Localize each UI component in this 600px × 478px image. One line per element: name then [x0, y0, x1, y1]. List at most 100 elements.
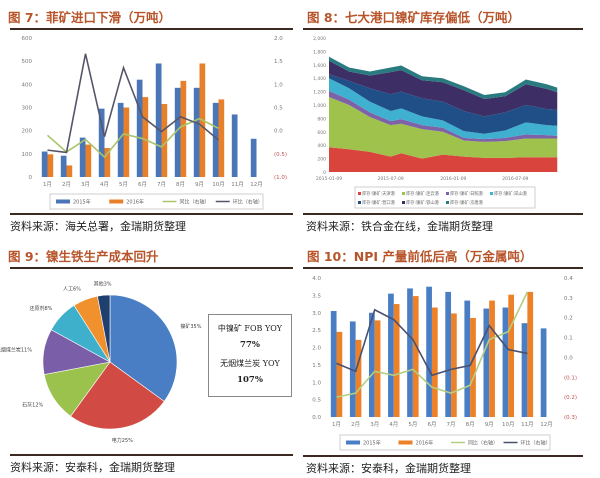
bar-2015年 — [98, 108, 105, 177]
bar-2016年 — [508, 294, 515, 417]
bar-2016年 — [85, 144, 92, 177]
x-tick-label: 12月 — [540, 421, 553, 428]
bar-2015年 — [60, 155, 67, 177]
y-tick-label: 0.5 — [312, 398, 321, 404]
chart8-source: 资料来源：铁合金在线，金瑞期货整理 — [306, 220, 493, 233]
chart7-title: 图 7：菲矿进口下滑（万吨） — [8, 10, 172, 25]
bar-2016年 — [412, 296, 419, 417]
y-tick-label: 1,400 — [313, 76, 326, 82]
y-tick-label: 3.0 — [312, 311, 321, 317]
y-tick-label: 400 — [317, 143, 326, 149]
area-库存:镍矿:铁山港 — [329, 60, 558, 117]
bar-2016年 — [161, 104, 168, 177]
y-tick-label: 300 — [22, 106, 33, 112]
legend-swatch — [358, 192, 361, 195]
legend-label: 库存:镍矿:连云港 — [406, 190, 440, 197]
info-value1: 77% — [240, 340, 260, 350]
bar-2015年 — [540, 328, 547, 417]
divider — [10, 28, 293, 30]
bar-2016年 — [431, 307, 438, 417]
legend-label: 2016年 — [416, 440, 434, 447]
y2-tick-label: 0.3 — [564, 296, 573, 302]
divider — [303, 28, 583, 30]
divider — [303, 267, 583, 269]
legend-swatch — [358, 201, 361, 204]
bar-2015年 — [445, 291, 452, 417]
legend-label: 2015年 — [73, 199, 91, 206]
line-同比（右轴） — [336, 291, 529, 398]
pie-slice-镍矿35% — [109, 294, 178, 402]
legend-swatch — [56, 199, 70, 204]
x-tick-label: 4月 — [389, 421, 398, 428]
info-value2: 107% — [237, 375, 263, 385]
bar-2015年 — [330, 311, 337, 417]
y-tick-label: 0 — [29, 175, 33, 181]
y-tick-label: 2.0 — [312, 346, 321, 352]
bar-2015年 — [155, 63, 162, 177]
x-tick-label: 10月 — [502, 421, 515, 428]
bar-2015年 — [117, 102, 124, 177]
y2-tick-label: 2.0 — [274, 36, 283, 42]
pie-label: 还原剂8% — [29, 305, 52, 312]
x-tick-label: 3月 — [81, 181, 90, 188]
legend-label: 2016年 — [126, 199, 144, 206]
x-tick-label: 2016-07-09 — [502, 176, 528, 182]
legend-label: 环比（右轴） — [521, 440, 551, 447]
bar-2015年 — [212, 102, 219, 177]
y-tick-label: 0.0 — [312, 415, 321, 421]
y2-tick-label: 0.1 — [564, 336, 573, 342]
x-tick-label: 7月 — [157, 181, 166, 188]
x-tick-label: 8月 — [466, 421, 475, 428]
x-tick-label: 11月 — [521, 421, 534, 428]
bar-2016年 — [104, 148, 111, 177]
pie-label: 镍矿35% — [180, 323, 201, 330]
x-tick-label: 12月 — [250, 181, 263, 188]
y2-tick-label: 0.2 — [564, 316, 573, 322]
x-tick-label: 11月 — [231, 181, 244, 188]
bar-2015年 — [41, 151, 48, 177]
y-tick-label: 400 — [22, 82, 33, 88]
legend-label: 2015年 — [363, 440, 381, 447]
y-tick-label: 600 — [317, 130, 326, 136]
bar-2016年 — [47, 154, 54, 177]
bar-2016年 — [470, 317, 476, 417]
pie-label: 无烟煤兰炭11% — [0, 347, 32, 354]
x-tick-label: 2月 — [351, 421, 360, 428]
y2-tick-label: (0.1) — [564, 375, 577, 381]
pie-slice-电力25% — [70, 361, 165, 430]
legend-swatch — [446, 192, 449, 195]
pie-slice-其他3% — [97, 294, 111, 363]
legend-swatch — [446, 201, 449, 204]
y2-tick-label: (0.5) — [274, 152, 287, 158]
x-tick-label: 5月 — [408, 421, 417, 428]
y-tick-label: 1,600 — [313, 63, 326, 69]
bar-2016年 — [451, 313, 457, 417]
bar-2015年 — [483, 308, 490, 417]
bar-2016年 — [393, 304, 400, 417]
divider — [303, 455, 583, 457]
y-tick-label: 1,000 — [313, 103, 326, 109]
legend-label: 库存:镍矿:日照港 — [450, 190, 484, 197]
pie-label: 电力25% — [112, 437, 133, 444]
legend-swatch — [346, 440, 360, 445]
legend-swatch — [109, 199, 124, 204]
legend-label: 同比（右轴） — [180, 199, 210, 206]
divider — [10, 213, 293, 215]
y-tick-label: 0 — [323, 170, 326, 176]
area-库存:镍矿:日照港 — [329, 90, 558, 142]
x-tick-label: 9月 — [485, 421, 494, 428]
x-tick-label: 5月 — [119, 181, 128, 188]
y2-tick-label: (1.0) — [274, 175, 287, 181]
x-tick-label: 7月 — [447, 421, 456, 428]
divider — [10, 454, 293, 456]
bar-2015年 — [79, 137, 86, 177]
y2-tick-label: 0.4 — [564, 276, 573, 282]
bar-2016年 — [123, 107, 130, 177]
chart9-source: 资料来源：安泰科，金瑞期货整理 — [10, 461, 175, 474]
bar-2015年 — [502, 307, 509, 417]
x-tick-label: 2015-01-09 — [316, 176, 342, 182]
chart10-source: 资料来源：安泰科，金瑞期货整理 — [306, 462, 471, 475]
chart7-source: 资料来源：海关总署，金瑞期货整理 — [10, 220, 186, 233]
bar-2016年 — [66, 165, 73, 177]
